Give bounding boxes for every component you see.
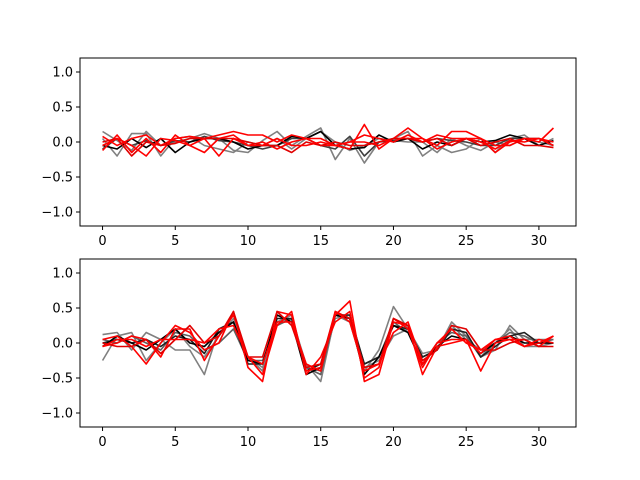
subplot-top-lines xyxy=(101,123,555,164)
top-x-tick-label: 25 xyxy=(458,234,475,249)
bottom-series-line-8 xyxy=(102,310,554,372)
top-x-tick-label: 20 xyxy=(385,234,402,249)
bottom-x-tick-label: 0 xyxy=(98,435,106,450)
bottom-x-tick-label: 20 xyxy=(385,435,402,450)
top-x-tick-label: 15 xyxy=(312,234,329,249)
subplot-top-y-ticks: −1.0 −0.5 0.0 0.5 1.0 xyxy=(41,66,80,221)
bottom-x-tick-label: 25 xyxy=(458,435,475,450)
subplot-bottom-x-ticks: 0 5 10 15 20 25 30 xyxy=(98,427,547,450)
bottom-y-tick-label: −0.5 xyxy=(41,372,73,387)
top-x-tick-label: 5 xyxy=(171,234,179,249)
bottom-x-tick-label: 5 xyxy=(171,435,179,450)
top-y-tick-label: −0.5 xyxy=(41,171,73,186)
top-x-tick-label: 10 xyxy=(240,234,257,249)
top-y-tick-label: 0.5 xyxy=(52,101,73,116)
subplot-bottom: 0 5 10 15 20 25 30 −1.0 −0.5 0.0 0.5 1.0 xyxy=(41,258,577,450)
subplot-top-x-ticks: 0 5 10 15 20 25 30 xyxy=(98,226,547,249)
bottom-series-line-7 xyxy=(102,310,554,369)
top-y-tick-label: 1.0 xyxy=(52,66,73,81)
top-series-line-7 xyxy=(102,134,554,157)
bottom-x-tick-label: 15 xyxy=(312,435,329,450)
top-x-tick-label: 30 xyxy=(531,234,548,249)
bottom-y-tick-label: 1.0 xyxy=(52,267,73,282)
bottom-y-tick-label: −1.0 xyxy=(41,407,73,422)
subplot-bottom-y-ticks: −1.0 −0.5 0.0 0.5 1.0 xyxy=(41,267,80,422)
subplot-top: 0 5 10 15 20 25 30 −1.0 −0.5 0.0 0.5 1.0 xyxy=(41,57,577,249)
top-series-line-4 xyxy=(101,127,555,154)
bottom-x-tick-label: 10 xyxy=(240,435,257,450)
top-y-tick-label: −1.0 xyxy=(41,206,73,221)
top-x-tick-label: 0 xyxy=(98,234,106,249)
bottom-y-tick-label: 0.5 xyxy=(52,302,73,317)
bottom-y-tick-label: 0.0 xyxy=(52,337,73,352)
subplot-bottom-lines xyxy=(101,300,554,383)
top-y-tick-label: 0.0 xyxy=(52,136,73,151)
top-series-line-5 xyxy=(102,123,554,150)
bottom-x-tick-label: 30 xyxy=(531,435,548,450)
